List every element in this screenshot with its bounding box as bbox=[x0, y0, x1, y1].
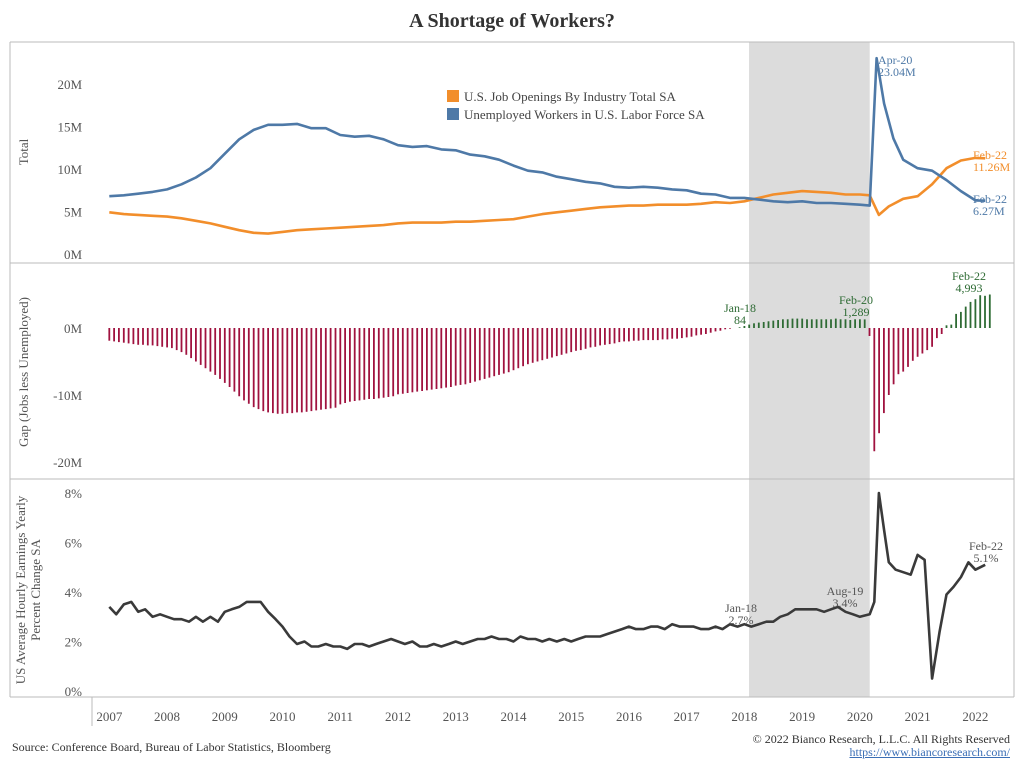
y-axis-title-bottom-line: US Average Hourly Earnings Yearly bbox=[13, 495, 28, 684]
x-tick-label: 2014 bbox=[500, 709, 527, 724]
annotation-feb22-unemployed-value: 6.27M bbox=[973, 204, 1005, 218]
y-axis-title-bottom: US Average Hourly Earnings YearlyPercent… bbox=[13, 495, 43, 684]
x-tick-label: 2018 bbox=[731, 709, 757, 724]
legend-swatch-1 bbox=[447, 90, 459, 102]
website-link[interactable]: https://www.biancoresearch.com/ bbox=[849, 745, 1010, 759]
earnings-annotation-label-2: Aug-19 bbox=[827, 584, 864, 598]
y-axis-title-top-line: Total bbox=[16, 138, 31, 165]
legend-swatch-2 bbox=[447, 108, 459, 120]
y-tick-label-top: 20M bbox=[57, 77, 82, 92]
annotation-apr20-value: 23.04M bbox=[878, 65, 916, 79]
panel-frames bbox=[9, 41, 1015, 726]
chart-title: A Shortage of Workers? bbox=[409, 10, 615, 32]
y-axis-title-top: Total bbox=[16, 138, 31, 165]
x-tick-label: 2012 bbox=[385, 709, 411, 724]
y-tick-label-top: 5M bbox=[64, 205, 83, 220]
y-tick-label-bottom: 2% bbox=[65, 635, 83, 650]
annotation-feb22-openings-value: 11.26M bbox=[973, 160, 1011, 174]
annotation-feb22-unemployed-label: Feb-22 bbox=[973, 192, 1007, 206]
x-tick-label: 2010 bbox=[270, 709, 296, 724]
gap-annotation-value-3: 4,993 bbox=[956, 281, 983, 295]
y-tick-label-bottom: 8% bbox=[65, 486, 83, 501]
shaded-region bbox=[749, 42, 870, 697]
y-tick-label-middle: -20M bbox=[53, 455, 82, 470]
job-openings-line bbox=[109, 156, 986, 235]
x-tick-label: 2019 bbox=[789, 709, 815, 724]
unemployed-workers-line bbox=[109, 56, 986, 207]
y-tick-label-top: 15M bbox=[57, 120, 82, 135]
x-tick-label: 2022 bbox=[962, 709, 988, 724]
y-tick-label-top: 0M bbox=[64, 247, 83, 262]
y-tick-label-top: 10M bbox=[57, 162, 82, 177]
x-tick-label: 2011 bbox=[327, 709, 353, 724]
x-tick-label: 2021 bbox=[905, 709, 931, 724]
shaded-region-layer bbox=[749, 42, 870, 697]
gap-annotation-label-3: Feb-22 bbox=[952, 269, 986, 283]
gap-annotation-value-2: 1,289 bbox=[843, 305, 870, 319]
marks-layer bbox=[108, 56, 991, 680]
x-tick-label: 2017 bbox=[674, 709, 701, 724]
y-tick-label-bottom: 6% bbox=[65, 536, 83, 551]
y-tick-label-bottom: 4% bbox=[65, 585, 83, 600]
annotation-apr20-label: Apr-20 bbox=[878, 53, 912, 67]
y-axis-title-middle: Gap (Jobs less Unemployed) bbox=[16, 297, 31, 447]
x-tick-label: 2007 bbox=[96, 709, 123, 724]
axes-layer: 0M 5M 10M 15M 20M -20M -10M 0M 0% 2% 4% 6% 8% Total Ga… bbox=[13, 77, 988, 724]
hourly-earnings-line bbox=[108, 491, 986, 680]
annotation-feb22-openings-label: Feb-22 bbox=[973, 148, 1007, 162]
x-tick-label: 2013 bbox=[443, 709, 469, 724]
labels-layer: U.S. Job Openings By Industry Total SA Un… bbox=[447, 53, 1011, 627]
gap-annotation-label-2: Feb-20 bbox=[839, 293, 873, 307]
y-axis-title-bottom-line: Percent Change SA bbox=[28, 538, 43, 640]
y-axis-title-middle-line: Gap (Jobs less Unemployed) bbox=[16, 297, 31, 447]
x-tick-label: 2009 bbox=[212, 709, 238, 724]
earnings-annotation-value-2: 3.4% bbox=[833, 596, 858, 610]
x-tick-label: 2008 bbox=[154, 709, 180, 724]
gap-annotation-label-1: Jan-18 bbox=[724, 301, 756, 315]
earnings-annotation-value-1: 2.7% bbox=[729, 613, 754, 627]
source-note: Source: Conference Board, Bureau of Labo… bbox=[12, 740, 331, 754]
y-tick-label-bottom: 0% bbox=[65, 684, 83, 699]
earnings-annotation-value-3: 5.1% bbox=[974, 551, 999, 565]
x-tick-label: 2016 bbox=[616, 709, 643, 724]
earnings-annotation-label-1: Jan-18 bbox=[725, 601, 757, 615]
x-tick-label: 2020 bbox=[847, 709, 873, 724]
y-tick-label-middle: 0M bbox=[64, 321, 83, 336]
earnings-annotation-label-3: Feb-22 bbox=[969, 539, 1003, 553]
x-tick-label: 2015 bbox=[558, 709, 584, 724]
gap-annotation-value-1: 84 bbox=[734, 313, 746, 327]
y-tick-label-middle: -10M bbox=[53, 388, 82, 403]
legend-label-2: Unemployed Workers in U.S. Labor Force S… bbox=[464, 107, 705, 122]
legend-label-1: U.S. Job Openings By Industry Total SA bbox=[464, 89, 677, 104]
copyright-note: © 2022 Bianco Research, L.L.C. All Right… bbox=[752, 732, 1010, 746]
